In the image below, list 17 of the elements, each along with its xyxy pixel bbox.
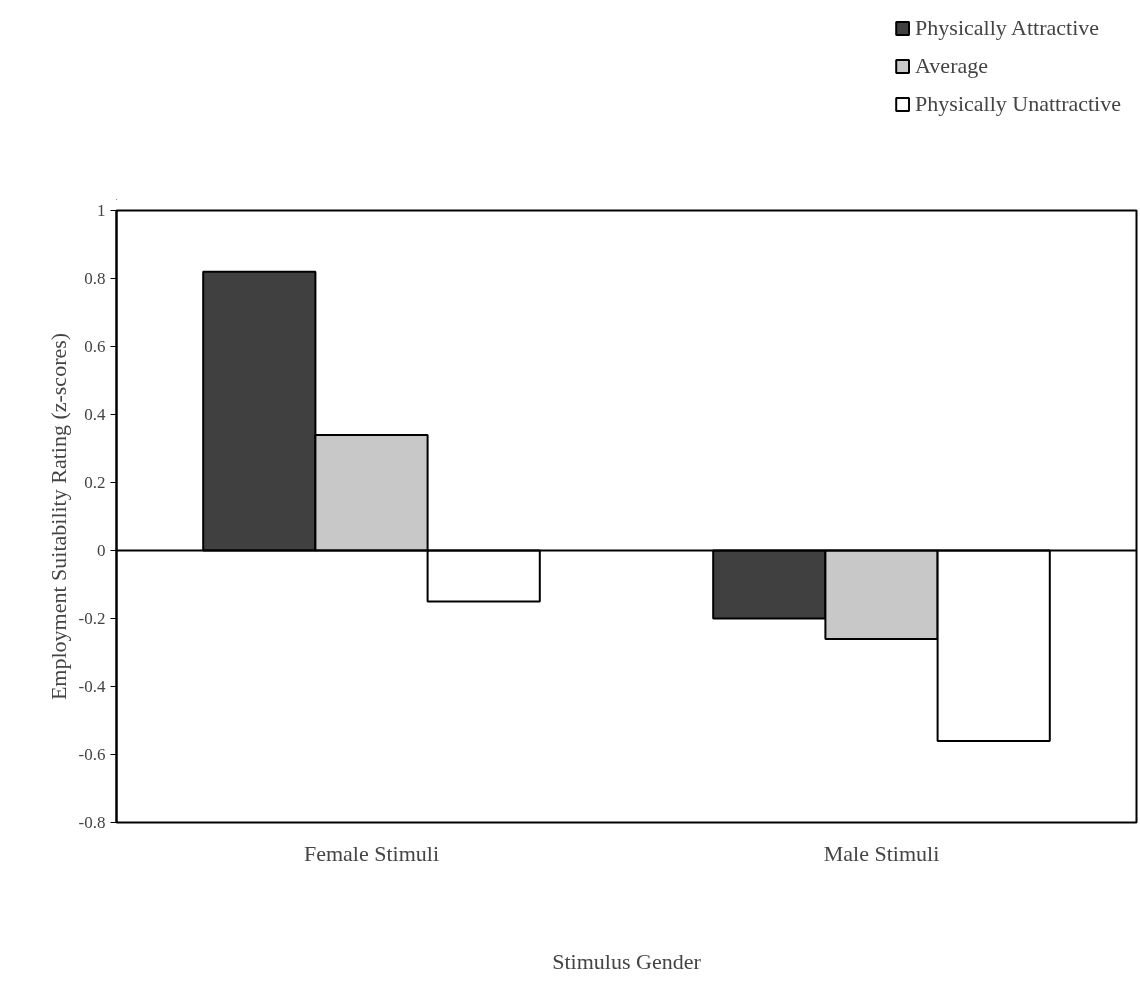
y-tick-label: -0.2: [78, 609, 106, 628]
y-tick-label: 1: [97, 201, 106, 220]
y-axis-title: Employment Suitability Rating (z-scores): [45, 332, 71, 701]
y-tick-label: -0.8: [78, 813, 106, 832]
y-tick-label: -0.4: [78, 677, 106, 696]
x-tick-label: Female Stimuli: [303, 840, 440, 866]
x-tick-label: Male Stimuli: [823, 840, 940, 866]
y-tick-label: 0: [97, 541, 106, 560]
x-axis-title: Stimulus Gender: [552, 948, 702, 974]
y-tick-label: 0.6: [84, 337, 106, 356]
legend-label: Average: [915, 53, 988, 79]
y-tick-label: -0.6: [78, 745, 106, 764]
legend-label: Physically Unattractive: [915, 91, 1121, 117]
legend-label: Physically Attractive: [915, 15, 1100, 41]
y-tick-label: 0.4: [84, 405, 106, 424]
y-tick-label: 0.8: [84, 269, 106, 288]
y-tick-label: 0.2: [84, 473, 106, 492]
